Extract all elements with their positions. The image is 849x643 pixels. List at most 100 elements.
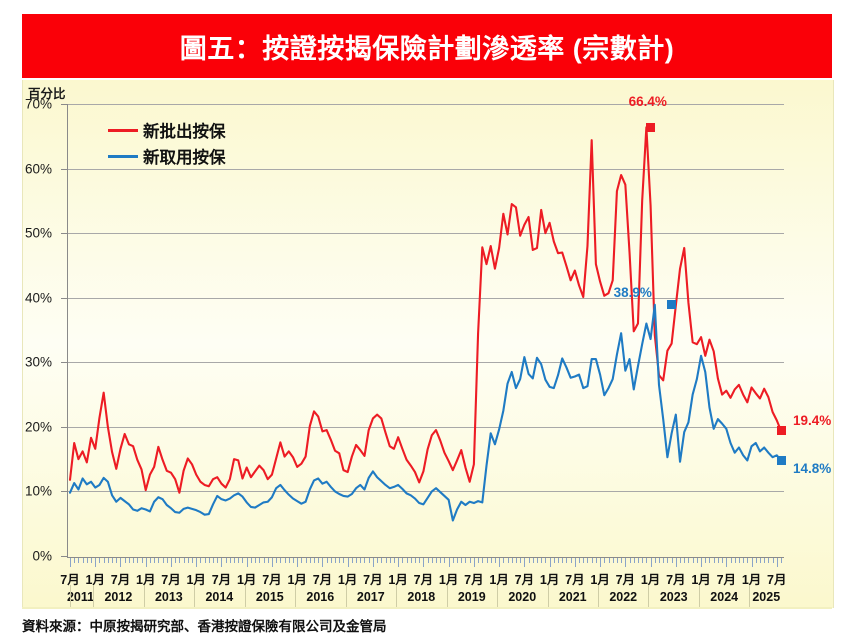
x-axis-year-separator (749, 585, 751, 607)
x-axis-tick (292, 558, 294, 563)
x-axis-tick (133, 558, 135, 563)
x-axis-tick (553, 558, 555, 563)
x-axis-tick (377, 558, 379, 563)
x-axis-year-label: 2021 (558, 590, 587, 604)
x-axis-tick (583, 558, 585, 563)
x-axis-tick (776, 558, 778, 567)
x-axis-tick (621, 558, 623, 563)
x-axis-tick (558, 558, 560, 563)
x-axis-tick (183, 558, 185, 563)
x-axis-year-label: 2022 (609, 590, 638, 604)
x-axis-year-label: 2020 (508, 590, 537, 604)
annotated-point-marker (776, 455, 786, 465)
x-axis-tick (112, 558, 114, 563)
y-axis-line (67, 104, 68, 557)
x-axis-month-label: 1月 (489, 573, 509, 587)
x-axis-tick (591, 558, 593, 563)
x-axis-tick (499, 558, 501, 567)
x-axis-tick (663, 558, 665, 563)
x-axis-tick (566, 558, 568, 563)
y-axis-tick-label: 10% (24, 483, 52, 499)
x-axis-tick (242, 558, 244, 563)
y-axis-tick-label: 70% (24, 96, 52, 112)
x-axis-tick (587, 558, 589, 563)
x-axis-tick (457, 558, 459, 563)
x-axis-tick (612, 558, 614, 563)
x-axis-year-separator (345, 585, 347, 607)
x-axis-month-label: 1月 (691, 573, 711, 587)
x-axis-tick (688, 558, 690, 563)
x-axis-tick (600, 558, 602, 567)
x-axis-year-label: 2013 (154, 590, 183, 604)
x-axis-tick (267, 558, 269, 563)
x-axis-tick (646, 558, 648, 563)
x-axis-tick (398, 558, 400, 567)
x-axis-month-label: 1月 (236, 573, 257, 587)
x-axis-tick (225, 558, 227, 563)
y-axis-tick-mark (61, 104, 67, 105)
x-axis-tick (95, 558, 97, 567)
x-axis-month-label: 1月 (186, 573, 206, 587)
x-axis-tick (570, 558, 572, 563)
x-axis-tick (318, 558, 320, 563)
x-axis-tick (91, 558, 93, 563)
figure-title-bar: 圖五：按證按揭保險計劃滲透率 (宗數計) (22, 14, 832, 78)
x-axis-tick (124, 558, 126, 563)
x-axis-year-separator (698, 585, 700, 607)
x-axis-tick (410, 558, 412, 563)
x-axis-tick (414, 558, 416, 563)
x-axis-tick (452, 558, 454, 563)
gridline (67, 297, 784, 299)
y-axis-tick-mark (61, 297, 67, 299)
x-axis-tick (330, 558, 332, 563)
x-axis-month-label: 7月 (565, 573, 585, 587)
page-title: 圖五：按證按揭保險計劃滲透率 (宗數計) (179, 33, 675, 64)
y-axis-tick-mark (61, 168, 67, 170)
x-axis-tick (170, 558, 172, 567)
x-axis-tick (629, 558, 631, 563)
x-axis-tick (532, 558, 534, 563)
x-axis-year-separator (497, 585, 499, 607)
x-axis-month-label: 7月 (60, 573, 80, 587)
x-axis-tick (759, 558, 761, 563)
x-axis-tick (208, 558, 210, 563)
x-axis-tick (263, 558, 265, 563)
x-axis-tick (103, 558, 105, 563)
x-axis-tick (99, 558, 101, 563)
x-axis-tick (524, 558, 526, 567)
x-axis-tick (158, 558, 160, 563)
x-axis-tick (696, 558, 698, 563)
x-axis-month-label: 1月 (438, 573, 459, 587)
x-axis-tick (431, 558, 433, 563)
x-axis-tick (213, 558, 215, 563)
x-axis-year-separator (446, 585, 448, 607)
x-axis-month-label: 7月 (413, 573, 434, 587)
x-axis-tick (747, 558, 749, 563)
gridline (67, 491, 784, 493)
x-axis-tick (402, 558, 404, 563)
x-axis-tick (574, 558, 576, 567)
x-axis-tick (154, 558, 156, 563)
x-axis-year-separator (70, 585, 71, 607)
legend-color-swatch (108, 128, 138, 132)
x-axis-tick (549, 558, 551, 567)
x-axis-tick (579, 558, 581, 563)
data-point-label: 14.8% (793, 461, 832, 477)
y-axis-tick-mark (61, 233, 67, 235)
x-axis-tick (347, 558, 349, 567)
series-lines (68, 126, 783, 522)
x-axis-tick (204, 558, 206, 563)
x-axis-year-label: 2014 (205, 590, 234, 604)
x-axis-tick (246, 558, 248, 567)
x-axis-tick (461, 558, 463, 563)
x-axis-tick (217, 558, 219, 563)
annotated-point-marker (667, 300, 677, 310)
x-axis-tick (654, 558, 656, 563)
annotated-point-marker (646, 122, 656, 132)
x-axis-tick (503, 558, 505, 563)
x-axis-tick (482, 558, 484, 563)
x-axis-tick (755, 558, 757, 563)
x-axis-tick (166, 558, 168, 563)
x-axis-tick (120, 558, 122, 567)
x-axis-tick (658, 558, 660, 563)
